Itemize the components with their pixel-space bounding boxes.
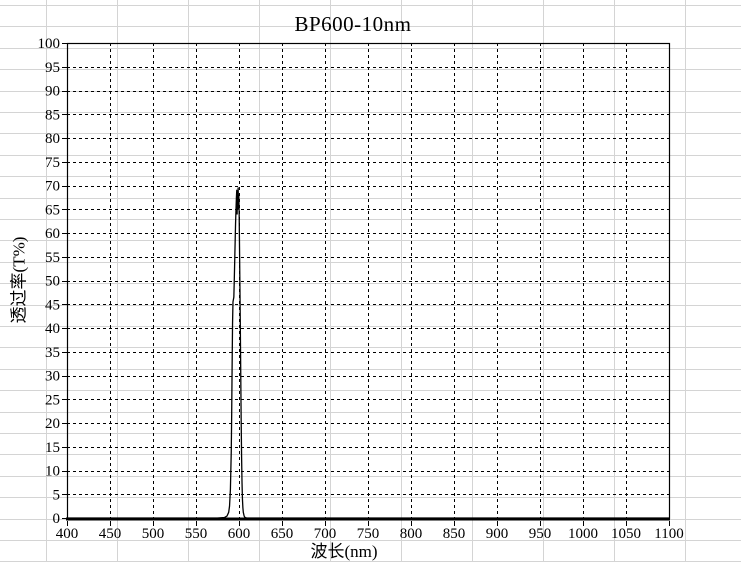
y-tick-label: 60 <box>45 226 60 242</box>
y-tick-label: 0 <box>53 511 61 527</box>
y-tick-label: 45 <box>45 297 60 313</box>
x-tick-label: 600 <box>228 526 251 542</box>
y-tick-label: 85 <box>45 107 60 123</box>
y-tick-label: 100 <box>38 36 61 52</box>
y-tick-label: 65 <box>45 202 60 218</box>
x-tick-label: 1100 <box>654 526 683 542</box>
x-tick-label: 650 <box>271 526 294 542</box>
x-tick-label: 400 <box>56 526 79 542</box>
y-axis-title: 透过率(T%) <box>9 236 29 324</box>
x-axis-title: 波长(nm) <box>310 542 378 561</box>
y-tick-label: 20 <box>45 416 60 432</box>
y-tick-label: 40 <box>45 321 60 337</box>
y-tick-label: 5 <box>53 487 61 503</box>
y-tick-label: 30 <box>45 369 60 385</box>
x-tick-label: 500 <box>142 526 165 542</box>
y-tick-label: 50 <box>45 274 60 290</box>
x-tick-label: 900 <box>486 526 509 542</box>
y-tick-label: 70 <box>45 179 60 195</box>
y-tick-label: 80 <box>45 131 60 147</box>
x-tick-label: 700 <box>314 526 337 542</box>
y-tick-label: 15 <box>45 440 60 456</box>
y-tick-label: 90 <box>45 84 60 100</box>
x-tick-label: 1050 <box>611 526 641 542</box>
x-tick-label: 800 <box>400 526 423 542</box>
y-tick-label: 95 <box>45 60 60 76</box>
x-tick-label: 750 <box>357 526 380 542</box>
x-tick-label: 1000 <box>568 526 598 542</box>
y-tick-label: 10 <box>45 464 60 480</box>
y-tick-label: 25 <box>45 392 60 408</box>
x-tick-label: 550 <box>185 526 208 542</box>
y-tick-label: 35 <box>45 345 60 361</box>
y-tick-label: 55 <box>45 250 60 266</box>
x-tick-label: 850 <box>443 526 466 542</box>
y-tick-label: 75 <box>45 155 60 171</box>
x-tick-label: 950 <box>529 526 552 542</box>
x-tick-label: 450 <box>99 526 122 542</box>
chart-title: BP600-10nm <box>294 12 412 36</box>
transmission-curve <box>66 187 670 519</box>
